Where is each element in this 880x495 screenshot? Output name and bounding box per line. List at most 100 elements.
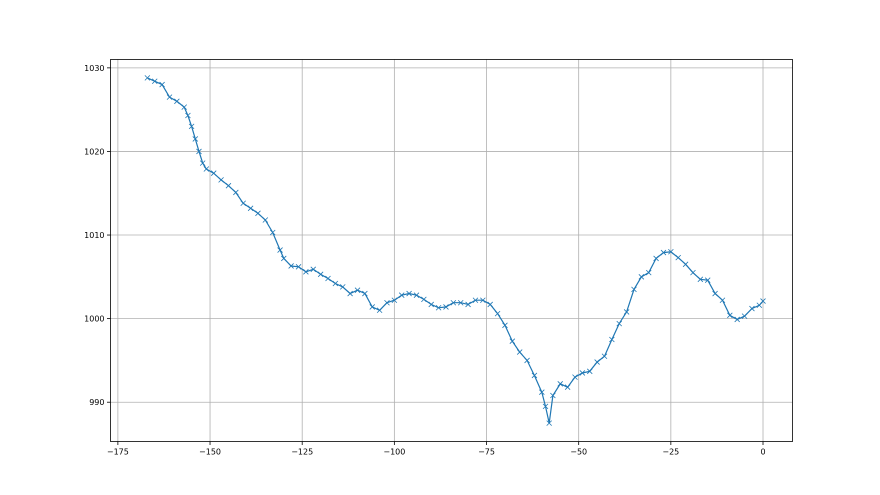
- data-point: [280, 255, 287, 262]
- data-point: [406, 290, 412, 297]
- data-point: [166, 94, 173, 100]
- data-point: [645, 269, 652, 276]
- data-point: [457, 299, 464, 306]
- data-point: [269, 229, 276, 236]
- data-point: [546, 420, 552, 426]
- data-point: [325, 275, 331, 282]
- data-point: [277, 247, 283, 253]
- data-point: [247, 205, 254, 212]
- grid: [110, 59, 793, 442]
- y-tick-label: 1030: [84, 64, 104, 73]
- data-point: [288, 263, 294, 269]
- plot-frame: [110, 59, 793, 442]
- data-point: [623, 309, 630, 315]
- data-point: [295, 264, 302, 270]
- data-point: [421, 296, 427, 303]
- series-line: [144, 75, 766, 426]
- data-point: [524, 357, 530, 364]
- x-tick-label: −50: [570, 448, 587, 457]
- data-point: [668, 248, 674, 255]
- data-point: [712, 290, 718, 297]
- data-point: [572, 374, 578, 380]
- data-point: [443, 304, 449, 310]
- y-tick-label: 1020: [84, 147, 104, 156]
- data-point: [682, 261, 689, 268]
- data-point: [347, 290, 353, 297]
- x-tick-label: −100: [383, 448, 405, 457]
- y-axis: 990 1000 1010 1020 1030: [84, 64, 111, 407]
- data-point: [413, 292, 420, 299]
- data-point: [332, 280, 339, 287]
- x-tick-label: −25: [662, 448, 679, 457]
- data-point: [594, 359, 600, 365]
- data-point: [185, 112, 191, 119]
- data-point: [181, 104, 188, 110]
- x-tick-label: −75: [478, 448, 495, 457]
- data-point: [465, 301, 471, 308]
- data-point: [531, 372, 538, 379]
- data-point: [398, 292, 405, 299]
- data-point: [516, 349, 523, 355]
- data-point: [188, 123, 195, 130]
- data-point: [233, 189, 239, 196]
- data-point: [653, 255, 659, 262]
- data-point: [741, 313, 748, 319]
- data-point: [609, 336, 615, 343]
- data-point: [601, 353, 608, 360]
- data-point: [502, 322, 508, 329]
- data-point: [384, 299, 390, 306]
- data-point: [196, 148, 202, 155]
- data-point: [660, 249, 667, 256]
- data-point: [210, 170, 217, 176]
- data-point: [616, 320, 623, 327]
- x-tick-label: −150: [199, 448, 221, 457]
- data-point: [303, 269, 309, 275]
- data-point: [339, 284, 346, 290]
- data-point: [144, 75, 151, 81]
- data-point: [174, 98, 180, 105]
- data-point: [192, 136, 199, 142]
- data-point: [317, 271, 324, 278]
- data-point: [151, 78, 158, 85]
- y-tick-label: 1000: [84, 315, 104, 324]
- data-point: [218, 177, 224, 183]
- data-point: [255, 210, 261, 217]
- data-point: [727, 312, 733, 319]
- data-point: [450, 299, 457, 306]
- data-point: [159, 81, 165, 88]
- x-tick-label: −125: [291, 448, 313, 457]
- data-point: [391, 297, 398, 304]
- data-point: [376, 307, 383, 314]
- data-point: [480, 297, 486, 304]
- data-point: [690, 269, 696, 276]
- data-point: [310, 266, 317, 273]
- data-point: [369, 304, 376, 310]
- data-point: [638, 274, 645, 280]
- data-point: [704, 277, 711, 283]
- data-point: [697, 276, 704, 283]
- data-point: [435, 304, 442, 311]
- data-point: [586, 368, 593, 375]
- data-point: [734, 316, 740, 323]
- x-axis: −175 −150 −125 −100 −75 −50 −25 0: [107, 441, 766, 457]
- data-point: [631, 286, 637, 293]
- data-point: [550, 392, 556, 399]
- y-tick-label: 990: [89, 398, 104, 407]
- data-point: [203, 166, 210, 172]
- data-point: [494, 310, 501, 317]
- data-point: [354, 287, 361, 293]
- data-point: [509, 338, 516, 344]
- data-point: [199, 160, 206, 166]
- data-point: [362, 290, 368, 297]
- data-point: [539, 389, 545, 395]
- data-point: [542, 403, 549, 410]
- data-point: [225, 182, 232, 189]
- data-point: [760, 298, 766, 304]
- data-point: [564, 384, 571, 390]
- data-point: [749, 305, 755, 312]
- data-point: [240, 200, 246, 207]
- data-point: [428, 301, 435, 308]
- data-point: [719, 297, 726, 304]
- y-tick-label: 1010: [84, 231, 104, 240]
